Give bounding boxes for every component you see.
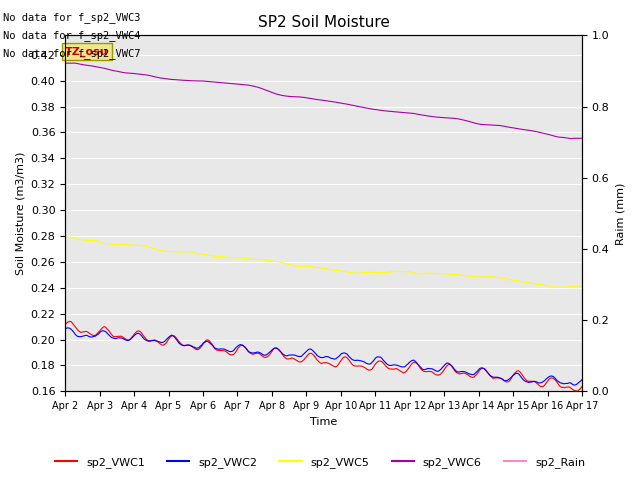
Text: TZ_osu: TZ_osu xyxy=(65,47,109,57)
Y-axis label: Raim (mm): Raim (mm) xyxy=(615,182,625,244)
Y-axis label: Soil Moisture (m3/m3): Soil Moisture (m3/m3) xyxy=(15,152,25,275)
Title: SP2 Soil Moisture: SP2 Soil Moisture xyxy=(258,15,390,30)
Text: No data for f_sp2_VWC7: No data for f_sp2_VWC7 xyxy=(3,48,141,60)
Text: No data for f_sp2_VWC3: No data for f_sp2_VWC3 xyxy=(3,12,141,23)
X-axis label: Time: Time xyxy=(310,417,337,427)
Legend: sp2_VWC1, sp2_VWC2, sp2_VWC5, sp2_VWC6, sp2_Rain: sp2_VWC1, sp2_VWC2, sp2_VWC5, sp2_VWC6, … xyxy=(51,452,589,472)
Text: No data for f_sp2_VWC4: No data for f_sp2_VWC4 xyxy=(3,30,141,41)
